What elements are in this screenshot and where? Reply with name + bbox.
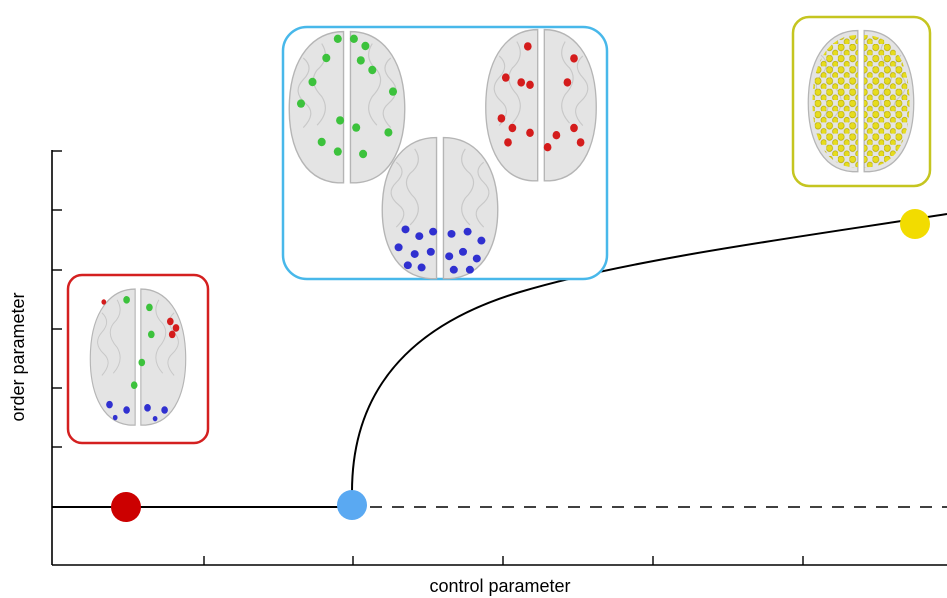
red-box — [66, 273, 210, 445]
brain-yellow — [807, 29, 915, 173]
brain-blue — [381, 136, 499, 280]
y-ticks — [52, 150, 62, 508]
y-axis-label: order parameter — [8, 292, 28, 421]
brain-red — [89, 288, 187, 426]
yellow-point — [900, 209, 930, 239]
x-ticks — [203, 556, 804, 565]
brain-red-large — [485, 28, 597, 182]
blue-point — [337, 490, 367, 520]
red-point — [111, 492, 141, 522]
x-axis-label: control parameter — [429, 576, 570, 596]
brain-green — [288, 30, 406, 184]
bifurcation-curve — [351, 213, 947, 493]
